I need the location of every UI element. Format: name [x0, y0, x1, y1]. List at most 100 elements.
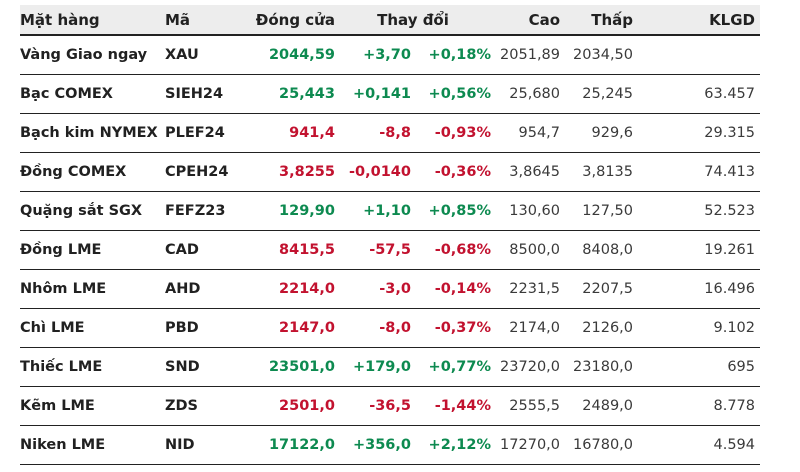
- change-cell: -0,0140: [335, 152, 411, 192]
- commodity-name-cell: Đồng LME: [20, 230, 165, 270]
- commodity-name-cell: Chì LME: [20, 308, 165, 348]
- close-cell: 8415,5: [255, 230, 335, 270]
- table-row: Chì LME PBD 2147,0 -8,0 -0,37% 2174,0 2126,0 9.…: [20, 308, 761, 348]
- low-cell: 3,8135: [560, 152, 634, 192]
- change-pct-cell: -0,14%: [411, 269, 492, 309]
- change-pct-cell: +2,12%: [411, 425, 492, 465]
- change-pct-cell: +0,18%: [411, 35, 492, 75]
- col-header-high: Cao: [491, 5, 561, 36]
- close-cell: 2044,59: [255, 35, 335, 75]
- code-cell: FEFZ23: [165, 191, 255, 231]
- col-header-close: Đóng cửa: [255, 5, 335, 36]
- change-cell: -8,0: [335, 308, 411, 348]
- volume-cell: 9.102: [633, 308, 761, 348]
- change-cell: -3,0: [335, 269, 411, 309]
- high-cell: 954,7: [491, 113, 561, 153]
- close-cell: 941,4: [255, 113, 335, 153]
- volume-cell: 4.594: [633, 425, 761, 465]
- change-pct-cell: -0,36%: [411, 152, 492, 192]
- commodity-name-cell: Nhôm LME: [20, 269, 165, 309]
- volume-cell: [633, 35, 761, 75]
- volume-cell: 74.413: [633, 152, 761, 192]
- high-cell: 3,8645: [491, 152, 561, 192]
- commodity-price-table: Mặt hàng Mã Đóng cửa Thay đổi Cao Thấp K…: [20, 5, 761, 465]
- change-pct-cell: -0,68%: [411, 230, 492, 270]
- col-header-commodity: Mặt hàng: [20, 5, 165, 36]
- code-cell: SND: [165, 347, 255, 387]
- code-cell: XAU: [165, 35, 255, 75]
- change-cell: +179,0: [335, 347, 411, 387]
- low-cell: 8408,0: [560, 230, 634, 270]
- header-row: Mặt hàng Mã Đóng cửa Thay đổi Cao Thấp K…: [20, 5, 761, 36]
- close-cell: 2501,0: [255, 386, 335, 426]
- close-cell: 2147,0: [255, 308, 335, 348]
- code-cell: PLEF24: [165, 113, 255, 153]
- volume-cell: 695: [633, 347, 761, 387]
- close-cell: 129,90: [255, 191, 335, 231]
- volume-cell: 29.315: [633, 113, 761, 153]
- change-cell: +356,0: [335, 425, 411, 465]
- high-cell: 2051,89: [491, 35, 561, 75]
- close-cell: 17122,0: [255, 425, 335, 465]
- change-pct-cell: +0,77%: [411, 347, 492, 387]
- table-row: Vàng Giao ngay XAU 2044,59 +3,70 +0,18% 2051,…: [20, 35, 761, 75]
- code-cell: CAD: [165, 230, 255, 270]
- change-cell: -8,8: [335, 113, 411, 153]
- col-header-volume: KLGD: [633, 5, 761, 36]
- commodity-name-cell: Thiếc LME: [20, 347, 165, 387]
- table-row: Bạch kim NYMEX PLEF24 941,4 -8,8 -0,93% 954,7…: [20, 113, 761, 153]
- volume-cell: 63.457: [633, 74, 761, 114]
- high-cell: 130,60: [491, 191, 561, 231]
- table-row: Bạc COMEX SIEH24 25,443 +0,141 +0,56% 25,680 2…: [20, 74, 761, 114]
- low-cell: 23180,0: [560, 347, 634, 387]
- low-cell: 16780,0: [560, 425, 634, 465]
- low-cell: 2489,0: [560, 386, 634, 426]
- table-row: Thiếc LME SND 23501,0 +179,0 +0,77% 23720,0 23…: [20, 347, 761, 387]
- change-cell: +3,70: [335, 35, 411, 75]
- table-row: Nhôm LME AHD 2214,0 -3,0 -0,14% 2231,5 2207,5 1…: [20, 269, 761, 309]
- low-cell: 127,50: [560, 191, 634, 231]
- commodity-name-cell: Kẽm LME: [20, 386, 165, 426]
- high-cell: 25,680: [491, 74, 561, 114]
- table-row: Đồng LME CAD 8415,5 -57,5 -0,68% 8500,0 8408,0…: [20, 230, 761, 270]
- high-cell: 2555,5: [491, 386, 561, 426]
- code-cell: NID: [165, 425, 255, 465]
- col-header-low: Thấp: [560, 5, 634, 36]
- volume-cell: 8.778: [633, 386, 761, 426]
- change-cell: -57,5: [335, 230, 411, 270]
- code-cell: PBD: [165, 308, 255, 348]
- change-cell: -36,5: [335, 386, 411, 426]
- high-cell: 2231,5: [491, 269, 561, 309]
- high-cell: 17270,0: [491, 425, 561, 465]
- code-cell: AHD: [165, 269, 255, 309]
- low-cell: 2207,5: [560, 269, 634, 309]
- col-header-change: Thay đổi: [335, 5, 492, 36]
- commodity-name-cell: Niken LME: [20, 425, 165, 465]
- table-row: Đồng COMEX CPEH24 3,8255 -0,0140 -0,36% 3,864…: [20, 152, 761, 192]
- commodity-name-cell: Bạch kim NYMEX: [20, 113, 165, 153]
- commodity-name-cell: Quặng sắt SGX: [20, 191, 165, 231]
- low-cell: 25,245: [560, 74, 634, 114]
- volume-cell: 16.496: [633, 269, 761, 309]
- commodity-name-cell: Đồng COMEX: [20, 152, 165, 192]
- commodity-name-cell: Vàng Giao ngay: [20, 35, 165, 75]
- change-cell: +0,141: [335, 74, 411, 114]
- low-cell: 2034,50: [560, 35, 634, 75]
- close-cell: 3,8255: [255, 152, 335, 192]
- table-body: Vàng Giao ngay XAU 2044,59 +3,70 +0,18% 2051,…: [20, 35, 761, 465]
- close-cell: 2214,0: [255, 269, 335, 309]
- close-cell: 25,443: [255, 74, 335, 114]
- col-header-code: Mã: [165, 5, 255, 36]
- commodity-name-cell: Bạc COMEX: [20, 74, 165, 114]
- code-cell: ZDS: [165, 386, 255, 426]
- high-cell: 2174,0: [491, 308, 561, 348]
- table-row: Quặng sắt SGX FEFZ23 129,90 +1,10 +0,85% 130,…: [20, 191, 761, 231]
- table-row: Niken LME NID 17122,0 +356,0 +2,12% 17270,0 16…: [20, 425, 761, 465]
- high-cell: 23720,0: [491, 347, 561, 387]
- volume-cell: 19.261: [633, 230, 761, 270]
- change-pct-cell: -0,37%: [411, 308, 492, 348]
- close-cell: 23501,0: [255, 347, 335, 387]
- high-cell: 8500,0: [491, 230, 561, 270]
- change-cell: +1,10: [335, 191, 411, 231]
